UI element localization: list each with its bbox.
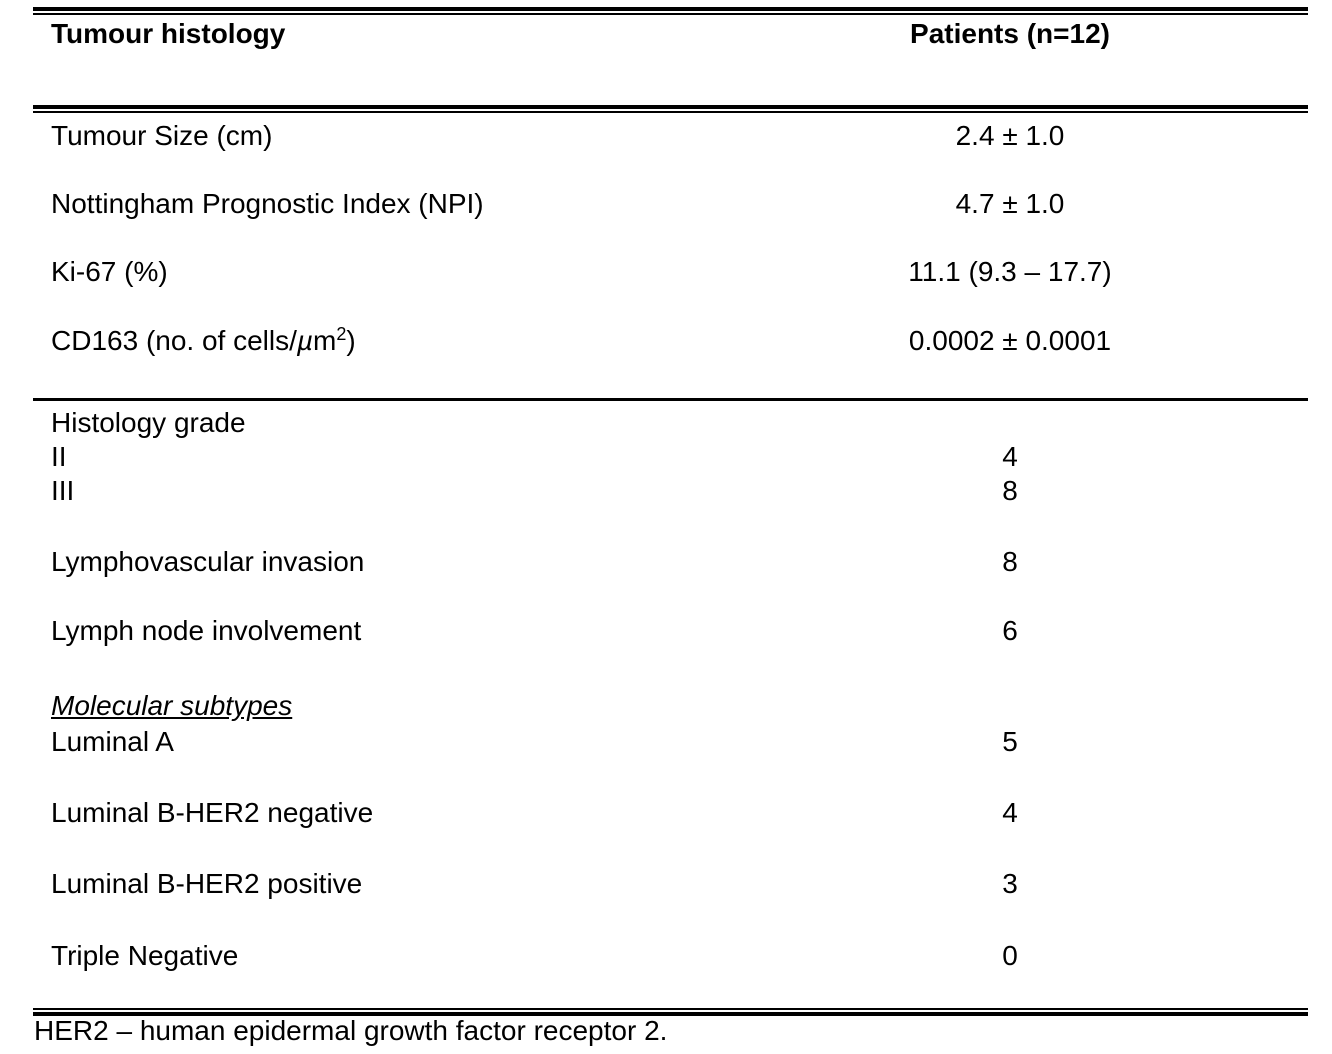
table-row: Lymphovascular invasion 8 — [0, 545, 1332, 579]
table-row: Lymph node involvement 6 — [0, 614, 1332, 648]
group-label: Molecular subtypes — [51, 690, 293, 721]
table-top-rule-thin — [33, 13, 1308, 15]
row-value: 3 — [1002, 868, 1018, 899]
row-label: Luminal B-HER2 negative — [51, 797, 374, 828]
column-header-patients: Patients (n=12) — [910, 18, 1110, 49]
table-bottom-rule-thin — [33, 1008, 1308, 1010]
table-row: Luminal B-HER2 negative 4 — [0, 796, 1332, 830]
row-label: Lymphovascular invasion — [51, 546, 365, 577]
cd163-label-text: CD163 (no. of cells/ — [51, 325, 297, 356]
section-rule — [33, 398, 1308, 401]
row-label: III — [51, 475, 75, 506]
row-label: Lymph node involvement — [51, 615, 362, 646]
row-value: 0 — [1002, 940, 1018, 971]
table-row: II 4 — [0, 440, 1332, 474]
row-label-cd163: CD163 (no. of cells/µm2) — [51, 324, 356, 361]
row-value: 4 — [1002, 441, 1018, 472]
table-row: Luminal A 5 — [0, 725, 1332, 759]
header-rule-thin — [33, 111, 1308, 113]
table-header-row: Tumour histology Patients (n=12) — [0, 17, 1332, 51]
table-row: Tumour Size (cm) 2.4 ± 1.0 — [0, 119, 1332, 153]
header-rule-thick — [33, 105, 1308, 109]
row-value: 6 — [1002, 615, 1018, 646]
row-label: Ki-67 (%) — [51, 256, 168, 287]
row-label: II — [51, 441, 67, 472]
row-value: 2.4 ± 1.0 — [955, 120, 1065, 151]
table-row: Ki-67 (%) 11.1 (9.3 – 17.7) — [0, 255, 1332, 289]
column-header-tumour-histology: Tumour histology — [51, 18, 286, 49]
row-label: Tumour Size (cm) — [51, 120, 273, 151]
row-label: Triple Negative — [51, 940, 239, 971]
cd163-micro-symbol: µ — [296, 325, 314, 356]
table-footnote: HER2 – human epidermal growth factor rec… — [34, 1015, 668, 1046]
row-label: Luminal A — [51, 726, 174, 757]
row-value: 11.1 (9.3 – 17.7) — [908, 256, 1112, 287]
row-label: Luminal B-HER2 positive — [51, 868, 363, 899]
table-row: Triple Negative 0 — [0, 939, 1332, 973]
cd163-close-paren: ) — [346, 325, 356, 356]
table-bottom-rule-thick — [33, 1012, 1308, 1016]
table-top-rule-thick — [33, 7, 1308, 11]
row-value: 5 — [1002, 726, 1018, 757]
table-row: III 8 — [0, 474, 1332, 508]
group-header-molecular-subtypes: Molecular subtypes — [0, 689, 1332, 723]
row-label: Nottingham Prognostic Index (NPI) — [51, 188, 484, 219]
row-value: 4.7 ± 1.0 — [955, 188, 1065, 219]
row-value: 8 — [1002, 475, 1018, 506]
table-row: Nottingham Prognostic Index (NPI) 4.7 ± … — [0, 187, 1332, 221]
row-value: 8 — [1002, 546, 1018, 577]
cd163-superscript: 2 — [336, 324, 347, 344]
group-header-histology-grade: Histology grade — [0, 406, 1332, 440]
group-label: Histology grade — [51, 407, 246, 438]
row-value: 0.0002 ± 0.0001 — [908, 325, 1112, 356]
row-value: 4 — [1002, 797, 1018, 828]
table-row: CD163 (no. of cells/µm2) 0.0002 ± 0.0001 — [0, 324, 1332, 358]
table-row: Luminal B-HER2 positive 3 — [0, 867, 1332, 901]
cd163-unit-m: m — [313, 325, 337, 356]
